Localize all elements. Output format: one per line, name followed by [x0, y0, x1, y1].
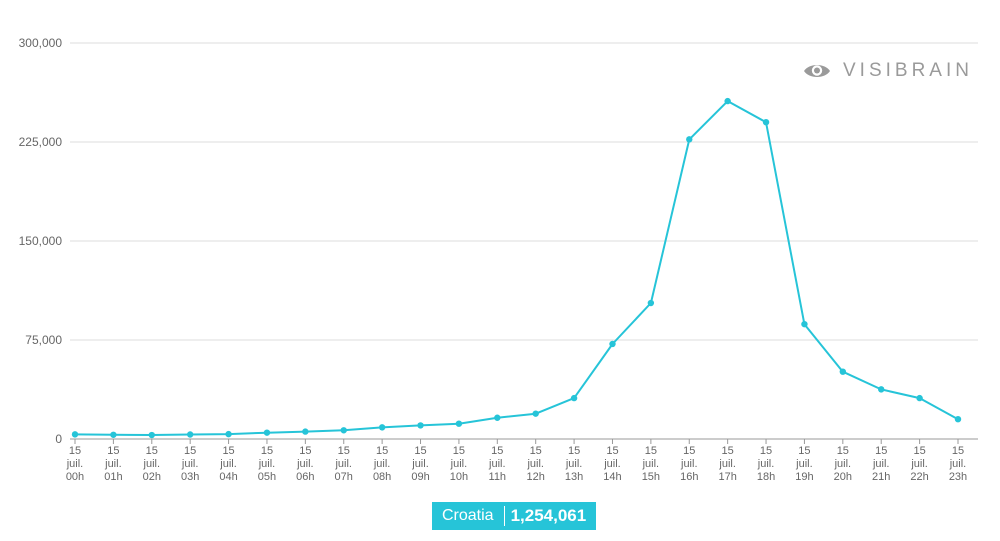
data-point[interactable] [340, 427, 347, 434]
x-tick-label: 15 juil. 16h [680, 445, 698, 483]
data-point[interactable] [570, 394, 578, 402]
x-tick-label: 15 juil. 02h [143, 445, 161, 483]
x-tick-label: 15 juil. 13h [565, 445, 583, 483]
x-tick-label: 15 juil. 14h [603, 445, 621, 483]
data-point[interactable] [878, 386, 885, 393]
data-point[interactable] [686, 136, 693, 143]
data-point[interactable] [724, 97, 731, 105]
data-point[interactable] [647, 299, 655, 307]
x-tick-label: 15 juil. 07h [334, 445, 352, 483]
x-tick-label: 15 juil. 21h [872, 445, 890, 483]
x-tick-label: 15 juil. 22h [910, 445, 928, 483]
x-axis-ticks: 15 juil. 00h 15 juil. 01h 15 juil. 02h 15 juil. 03h… [66, 439, 967, 483]
x-tick-label: 15 juil. 00h [66, 445, 84, 483]
y-axis-ticks: 0 75,000 150,000 225,000 300,000 [19, 36, 63, 446]
eye-icon [804, 65, 830, 77]
x-tick-label: 15 juil. 03h [181, 445, 199, 483]
x-tick-label: 15 juil. 11h [488, 445, 506, 483]
logo-text: VISIBRAIN [843, 60, 973, 81]
data-point[interactable] [186, 431, 194, 438]
x-tick-label: 15 juil. 09h [411, 445, 429, 483]
x-tick-label: 15 juil. 12h [526, 445, 544, 483]
x-tick-label: 15 juil. 04h [219, 445, 237, 483]
data-point[interactable] [71, 431, 79, 438]
data-point[interactable] [110, 431, 117, 438]
data-point[interactable] [494, 414, 501, 421]
data-point[interactable] [417, 422, 424, 429]
y-tick-label: 0 [55, 432, 62, 446]
x-tick-label: 15 juil. 20h [834, 445, 852, 483]
x-tick-label: 15 juil. 15h [642, 445, 660, 483]
data-point[interactable] [148, 431, 155, 439]
x-tick-label: 15 juil. 19h [795, 445, 813, 483]
y-tick-label: 300,000 [19, 36, 63, 50]
x-tick-label: 15 juil. 05h [258, 445, 276, 483]
data-point[interactable] [801, 320, 808, 328]
y-tick-label: 150,000 [19, 234, 63, 248]
series-line[interactable] [74, 100, 959, 436]
x-tick-label: 15 juil. 06h [296, 445, 314, 483]
data-point[interactable] [916, 394, 923, 402]
data-point[interactable] [225, 430, 232, 438]
data-point[interactable] [263, 429, 271, 436]
data-point[interactable] [839, 368, 847, 375]
data-point[interactable] [455, 420, 463, 427]
legend-separator [503, 506, 505, 526]
data-point[interactable] [609, 340, 616, 348]
x-tick-label: 15 juil. 01h [104, 445, 122, 483]
y-tick-label: 225,000 [19, 135, 63, 149]
legend-item-croatia[interactable]: Croatia 1,254,061 [432, 502, 597, 530]
visibrain-logo: VISIBRAIN [803, 58, 973, 84]
legend-total: 1,254,061 [510, 506, 587, 525]
legend-label: Croatia [442, 507, 494, 524]
x-tick-label: 15 juil. 18h [757, 445, 775, 483]
gridlines [70, 42, 978, 440]
y-tick-label: 75,000 [25, 333, 62, 347]
data-point[interactable] [762, 119, 770, 126]
x-tick-label: 15 juil. 17h [718, 445, 736, 483]
data-point[interactable] [532, 410, 539, 417]
data-point[interactable] [378, 424, 386, 431]
series-croatia[interactable] [71, 97, 962, 439]
x-tick-label: 15 juil. 08h [373, 445, 391, 483]
data-point[interactable] [302, 428, 309, 435]
x-tick-label: 15 juil. 23h [949, 445, 967, 483]
data-point[interactable] [954, 416, 962, 423]
x-tick-label: 15 juil. 10h [450, 445, 468, 483]
